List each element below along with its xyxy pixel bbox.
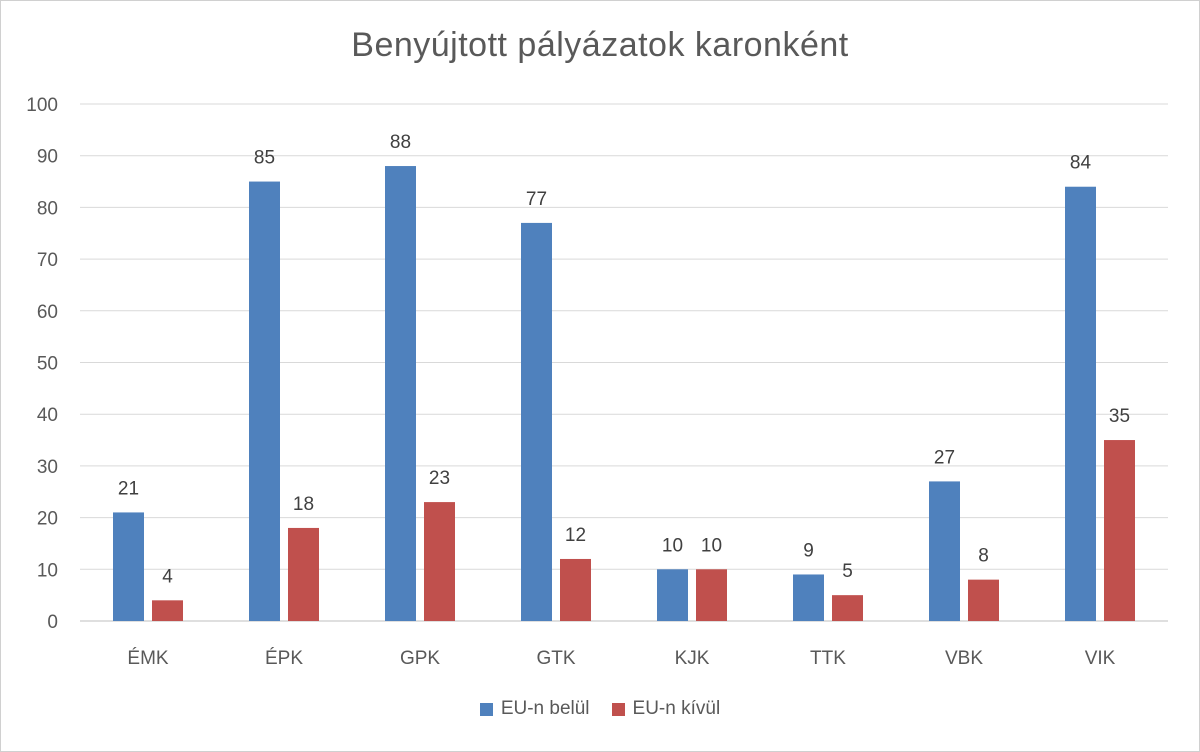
bar-series-2-4 [696,569,727,621]
data-label: 8 [978,546,989,567]
bar-series-1-2 [385,166,416,622]
data-label: 84 [1070,153,1092,174]
legend-item-series-2: EU-n kívül [611,698,721,720]
bar-series-1-0 [113,512,144,621]
y-tick-label: 90 [37,147,58,168]
y-tick-label: 50 [37,354,58,375]
data-label: 18 [293,494,314,515]
data-label: 5 [842,561,853,582]
bar-series-2-0 [152,600,183,621]
y-tick-label: 100 [26,95,58,116]
x-tick-label: VIK [1085,648,1116,669]
bar-series-1-4 [657,569,688,621]
bar-series-2-5 [832,595,863,621]
legend-item-series-1: EU-n belül [479,698,590,720]
legend-label-series-2: EU-n kívül [632,698,721,719]
x-tick-label: GTK [536,648,575,669]
bar-series-1-6 [929,481,960,621]
y-tick-label: 60 [37,302,58,323]
y-tick-label: 0 [47,612,58,633]
data-label: 77 [526,189,547,210]
bar-series-1-7 [1065,186,1096,621]
data-label: 35 [1109,406,1130,427]
bar-series-1-3 [521,222,552,621]
data-label: 23 [429,468,450,489]
x-tick-label: VBK [945,648,983,669]
bar-series-2-6 [968,579,999,621]
data-label: 21 [118,478,139,499]
x-tick-label: GPK [400,648,440,669]
y-tick-label: 80 [37,198,58,219]
x-tick-label: KJK [675,648,710,669]
bar-series-1-1 [249,181,280,622]
bar-series-2-2 [424,502,455,621]
y-tick-label: 10 [37,560,58,581]
data-label: 4 [162,566,173,587]
y-tick-label: 20 [37,509,58,530]
bar-series-2-3 [560,558,591,621]
data-label: 9 [803,540,814,561]
data-label: 12 [565,525,586,546]
data-label: 88 [390,132,411,153]
y-tick-label: 40 [37,405,58,426]
data-label: 85 [254,148,275,169]
x-tick-label: TTK [810,648,846,669]
bar-series-1-5 [793,574,824,621]
y-tick-label: 30 [37,457,58,478]
legend-swatch-series-1 [479,702,493,716]
bar-series-2-1 [288,527,319,621]
data-label: 10 [662,535,683,556]
x-tick-label: ÉMK [127,648,169,669]
legend-label-series-1: EU-n belül [500,698,590,719]
y-tick-label: 70 [37,250,58,271]
legend: EU-n belül EU-n kívül [0,698,1200,720]
legend-swatch-series-2 [611,702,625,716]
data-label: 10 [701,535,722,556]
x-tick-label: ÉPK [265,648,303,669]
bar-series-2-7 [1104,440,1135,621]
chart-title: Benyújtott pályázatok karonként [351,26,849,64]
data-label: 27 [934,447,955,468]
